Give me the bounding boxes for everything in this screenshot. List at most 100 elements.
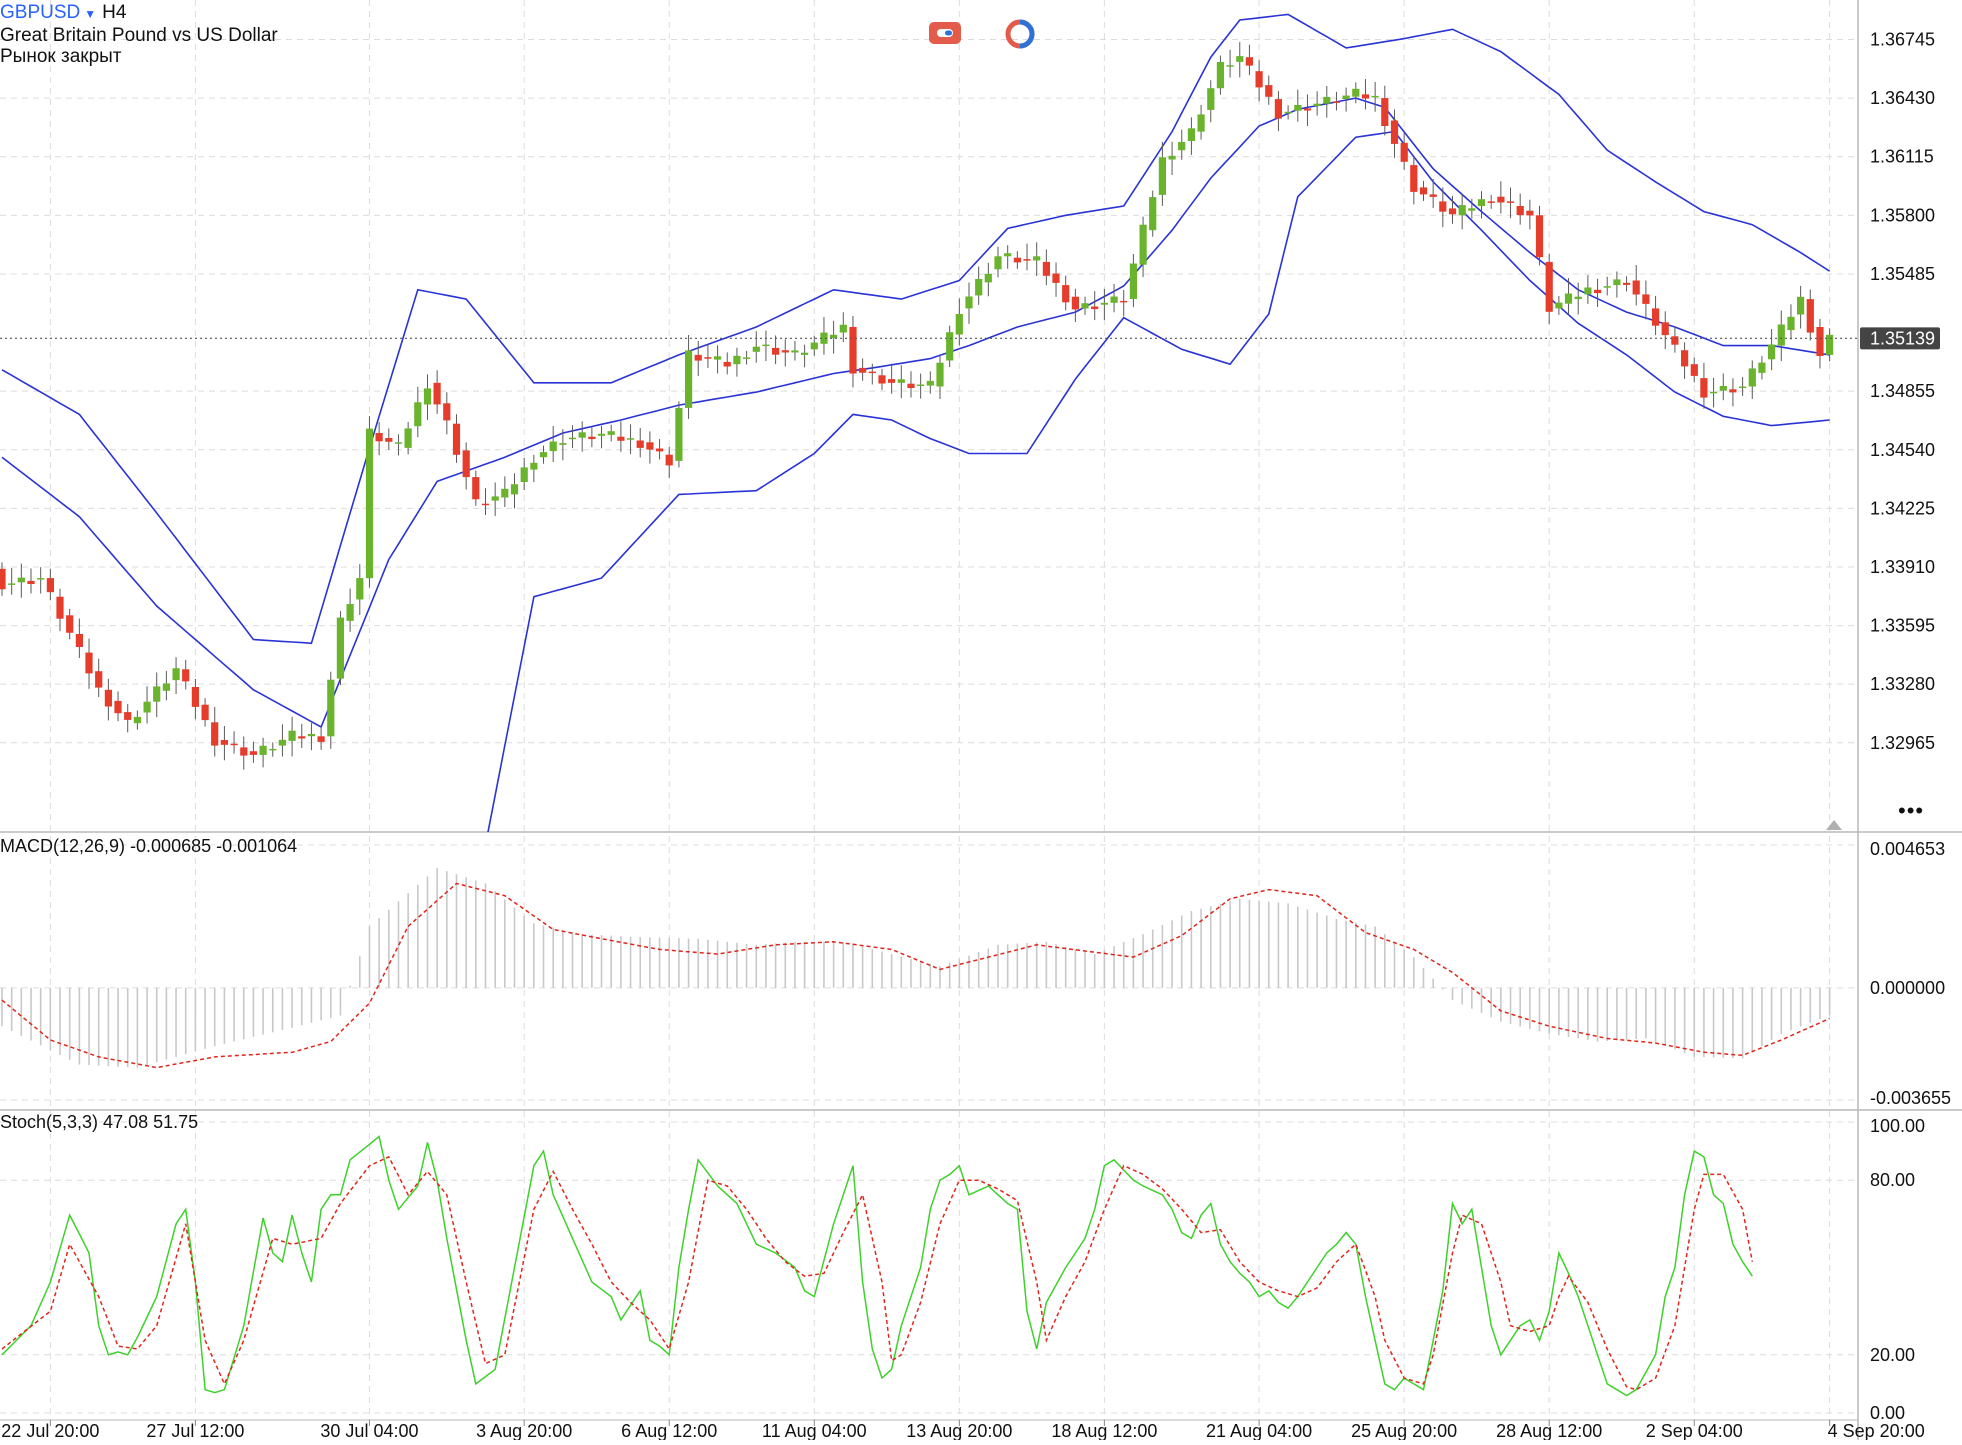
candle-bearish [220, 740, 228, 745]
symbol-header: GBPUSD ▼ H4 [0, 2, 126, 25]
symbol-description: Great Britain Pound vs US Dollar [0, 25, 278, 46]
candle-bearish [1448, 208, 1457, 215]
time-axis: 22 Jul 20:00 27 Jul 12:00 30 Jul 04:00 3 Au… [1, 1420, 1925, 1441]
candle-bearish [723, 361, 731, 367]
price-tick-label: 1.33595 [1870, 616, 1935, 636]
candle-bullish [346, 604, 354, 621]
stoch-tick-label: 20.00 [1870, 1345, 1915, 1365]
candle-bullish [743, 357, 751, 359]
candle-bullish [153, 686, 161, 702]
candle-bullish [1178, 142, 1186, 151]
price-axis: 1.36745 1.36430 1.36115 1.35800 1.35485 1.351… [1826, 30, 1951, 1423]
time-tick-label: 21 Aug 04:00 [1206, 1421, 1312, 1440]
time-tick-label: 3 Aug 20:00 [476, 1421, 572, 1440]
candle-bearish [704, 357, 712, 359]
macd-label: MACD(12,26,9) -0.000685 -0.001064 [0, 836, 298, 856]
candle-bullish [597, 433, 606, 436]
candle-bullish [162, 683, 170, 691]
candle-bullish [336, 617, 344, 679]
candle-bullish [810, 342, 818, 350]
time-tick-label: 28 Aug 12:00 [1496, 1421, 1602, 1440]
candle-bullish [1777, 324, 1785, 346]
candle-bullish [1710, 391, 1718, 394]
candle-bearish [114, 700, 122, 714]
candle-bullish [1284, 111, 1292, 114]
candle-bullish [1081, 303, 1089, 309]
candle-bullish [607, 431, 615, 435]
candle-bullish [1323, 96, 1331, 104]
candle-bullish [946, 332, 954, 361]
candle-bearish [1700, 378, 1708, 398]
candle-bearish [443, 403, 451, 421]
candle-bearish [433, 382, 441, 405]
price-tick-label: 1.36745 [1870, 30, 1935, 50]
candle-bullish [791, 350, 799, 353]
candle-bullish [1236, 56, 1244, 62]
candle-bullish [404, 428, 412, 448]
candle-bearish [1042, 261, 1050, 276]
candle-bearish [1332, 101, 1341, 103]
price-tick-label: 1.32965 [1870, 733, 1935, 753]
time-tick-label: 18 Aug 12:00 [1051, 1421, 1157, 1440]
candle-bearish [1410, 165, 1418, 192]
candle-bullish [259, 745, 267, 755]
candle-bearish [375, 433, 383, 442]
candle-bearish [191, 687, 199, 707]
candle-bearish [1255, 71, 1263, 88]
candle-bullish [733, 355, 741, 365]
grid-lines [0, 0, 1858, 1420]
price-tick-label: 1.35800 [1870, 205, 1935, 225]
candle-bullish [1797, 296, 1805, 315]
candle-bearish [868, 371, 876, 374]
alert-icon[interactable] [1005, 19, 1035, 49]
candle-bearish [182, 669, 190, 682]
candlesticks [0, 42, 1834, 770]
candle-bullish [1207, 88, 1215, 110]
candle-bearish [211, 722, 219, 746]
candle-bullish [356, 578, 364, 600]
candle-bullish [1564, 293, 1573, 304]
candle-bearish [1487, 201, 1495, 203]
candle-bullish [1768, 344, 1776, 360]
candle-bullish [714, 356, 722, 360]
candle-bullish [1226, 65, 1234, 67]
candle-bullish [578, 432, 586, 438]
macd-tick-label: 0.000000 [1870, 978, 1945, 998]
symbol-selector[interactable]: GBPUSD [0, 2, 81, 23]
candle-bullish [1584, 287, 1592, 295]
candle-bearish [240, 747, 248, 756]
candle-bearish [385, 438, 393, 442]
candle-bearish [1013, 257, 1021, 263]
candle-bearish [1690, 364, 1698, 376]
candle-bearish [1642, 294, 1650, 304]
candle-bullish [568, 437, 577, 440]
candle-bearish [317, 736, 325, 742]
candle-bearish [1806, 299, 1814, 333]
candle-bearish [1381, 98, 1389, 126]
candle-bearish [907, 383, 915, 388]
candle-bearish [888, 379, 896, 383]
price-tick-label: 1.34855 [1870, 381, 1935, 401]
candle-bearish [878, 375, 886, 384]
candle-bullish [917, 384, 925, 386]
candle-bullish [1168, 155, 1176, 160]
candle-bearish [1681, 350, 1689, 367]
stochastic-panel [1, 1135, 1754, 1397]
candle-bearish [656, 448, 664, 452]
candle-bullish [1313, 103, 1321, 106]
chevron-down-icon[interactable]: ▼ [84, 7, 97, 21]
current-price-tag [1860, 327, 1940, 350]
candle-bullish [1555, 302, 1563, 309]
timeframe-label[interactable]: H4 [102, 2, 127, 23]
more-options-icon[interactable]: ••• [1898, 798, 1925, 823]
candle-bullish [539, 452, 548, 458]
bollinger-upper-line [1, 13, 1831, 645]
market-status: Рынок закрыт [0, 46, 122, 67]
candle-bearish [1419, 187, 1428, 195]
candle-bullish [1342, 95, 1350, 99]
candle-bearish [1594, 289, 1602, 294]
candle-bearish [124, 712, 132, 720]
trade-icon[interactable] [928, 21, 962, 45]
